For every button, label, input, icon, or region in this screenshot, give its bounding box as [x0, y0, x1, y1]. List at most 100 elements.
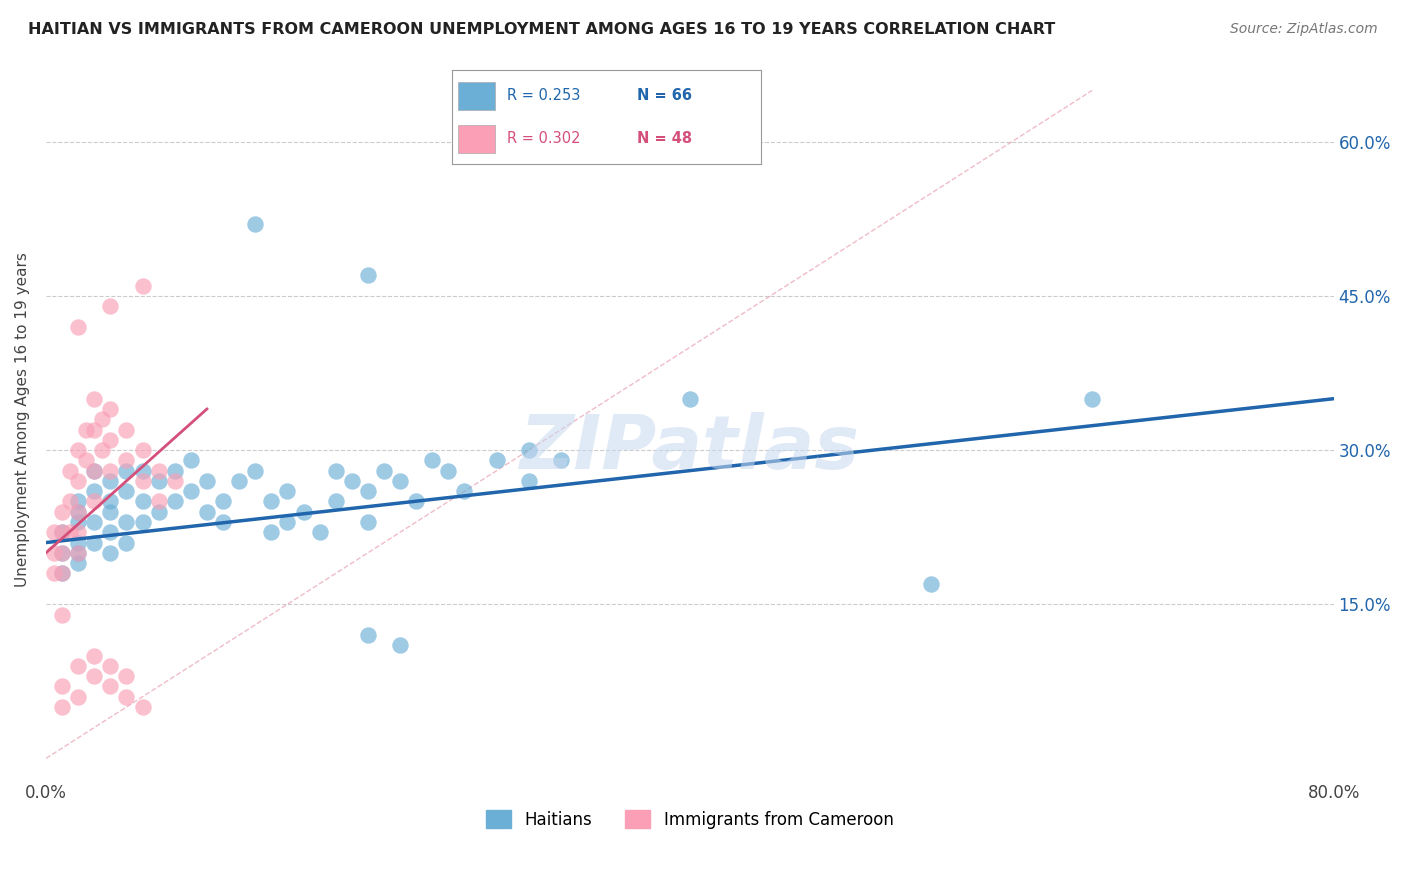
Point: [276, 484, 298, 499]
Point: [42, 525, 65, 540]
Point: [148, 494, 170, 508]
Text: ZIPatlas: ZIPatlas: [520, 411, 860, 484]
Point: [98, 546, 121, 560]
Point: [59, 525, 82, 540]
Point: [98, 474, 121, 488]
Point: [67, 494, 90, 508]
Point: [83, 535, 105, 549]
Point: [67, 690, 90, 704]
Point: [42, 566, 65, 581]
Point: [212, 494, 235, 508]
Point: [67, 525, 90, 540]
Point: [163, 474, 186, 488]
Point: [51, 680, 73, 694]
Text: HAITIAN VS IMMIGRANTS FROM CAMEROON UNEMPLOYMENT AMONG AGES 16 TO 19 YEARS CORRE: HAITIAN VS IMMIGRANTS FROM CAMEROON UNEM…: [28, 22, 1056, 37]
Point: [163, 494, 186, 508]
Point: [373, 464, 395, 478]
Point: [98, 659, 121, 673]
Point: [51, 566, 73, 581]
Point: [67, 546, 90, 560]
Point: [115, 515, 138, 529]
Point: [195, 505, 218, 519]
Point: [83, 648, 105, 663]
Point: [920, 576, 942, 591]
Point: [98, 505, 121, 519]
Point: [115, 464, 138, 478]
Point: [453, 484, 475, 499]
Point: [260, 494, 283, 508]
Point: [98, 464, 121, 478]
Point: [357, 515, 380, 529]
Point: [325, 464, 347, 478]
Point: [389, 474, 412, 488]
Point: [212, 515, 235, 529]
Point: [115, 423, 138, 437]
Point: [67, 515, 90, 529]
Point: [148, 474, 170, 488]
Point: [437, 464, 460, 478]
Point: [67, 535, 90, 549]
Point: [67, 474, 90, 488]
Y-axis label: Unemployment Among Ages 16 to 19 years: Unemployment Among Ages 16 to 19 years: [15, 252, 30, 587]
Point: [83, 423, 105, 437]
Point: [115, 535, 138, 549]
Point: [67, 546, 90, 560]
Point: [98, 525, 121, 540]
Point: [51, 546, 73, 560]
Point: [67, 505, 90, 519]
Point: [91, 412, 114, 426]
Point: [83, 484, 105, 499]
Point: [67, 659, 90, 673]
Point: [325, 494, 347, 508]
Point: [59, 494, 82, 508]
Point: [131, 443, 153, 458]
Point: [195, 474, 218, 488]
Point: [228, 474, 250, 488]
Point: [260, 525, 283, 540]
Point: [83, 669, 105, 683]
Point: [42, 546, 65, 560]
Point: [83, 464, 105, 478]
Point: [98, 433, 121, 447]
Point: [51, 566, 73, 581]
Point: [357, 628, 380, 642]
Point: [51, 607, 73, 622]
Point: [51, 525, 73, 540]
Point: [51, 700, 73, 714]
Point: [98, 299, 121, 313]
Point: [67, 505, 90, 519]
Point: [83, 464, 105, 478]
Point: [308, 525, 330, 540]
Point: [98, 402, 121, 417]
Point: [485, 453, 508, 467]
Point: [517, 443, 540, 458]
Point: [115, 690, 138, 704]
Point: [180, 453, 202, 467]
Point: [51, 505, 73, 519]
Point: [517, 474, 540, 488]
Point: [131, 464, 153, 478]
Legend: Haitians, Immigrants from Cameroon: Haitians, Immigrants from Cameroon: [479, 804, 900, 835]
Point: [245, 217, 267, 231]
Point: [91, 443, 114, 458]
Point: [75, 453, 97, 467]
Point: [131, 515, 153, 529]
Point: [98, 680, 121, 694]
Point: [131, 278, 153, 293]
Point: [131, 700, 153, 714]
Point: [131, 474, 153, 488]
Text: Source: ZipAtlas.com: Source: ZipAtlas.com: [1230, 22, 1378, 37]
Point: [115, 484, 138, 499]
Point: [679, 392, 702, 406]
Point: [389, 638, 412, 652]
Point: [83, 494, 105, 508]
Point: [1081, 392, 1104, 406]
Point: [276, 515, 298, 529]
Point: [51, 525, 73, 540]
Point: [420, 453, 443, 467]
Point: [98, 494, 121, 508]
Point: [75, 423, 97, 437]
Point: [245, 464, 267, 478]
Point: [148, 505, 170, 519]
Point: [83, 515, 105, 529]
